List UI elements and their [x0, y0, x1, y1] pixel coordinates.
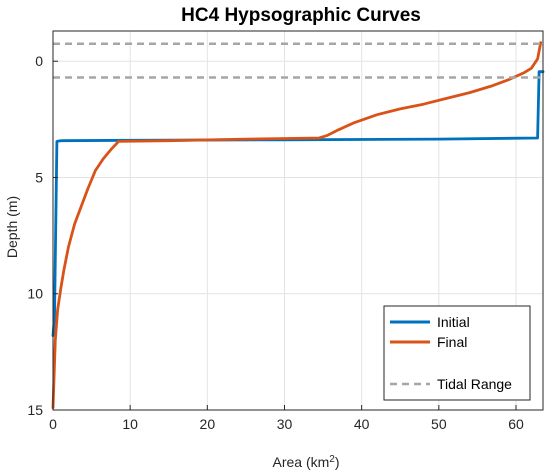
x-tick-label: 20 — [200, 416, 216, 432]
x-tick-label: 30 — [277, 416, 293, 432]
y-tick-label: 10 — [27, 286, 43, 302]
legend: Initial Final Tidal Range — [383, 305, 531, 401]
x-tick-label: 60 — [508, 416, 524, 432]
x-tick-label: 40 — [354, 416, 370, 432]
y-tick-label: 5 — [35, 169, 43, 185]
x-axis-label-suffix: ) — [335, 454, 340, 470]
x-tick-label: 10 — [122, 416, 138, 432]
legend-label-final: Final — [437, 334, 467, 350]
series-initial-line — [51, 70, 545, 338]
axes-box — [52, 30, 544, 411]
x-axis-label-text: Area (km — [272, 454, 329, 470]
chart-title: HC4 Hypsographic Curves — [181, 5, 421, 26]
x-axis-label: Area (km2) — [272, 454, 339, 471]
y-axis-ticks: 0 5 10 15 — [27, 53, 58, 418]
x-axis-label-superscript: 2 — [329, 454, 335, 465]
y-tick-label: 15 — [27, 402, 43, 418]
y-tick-label: 0 — [35, 53, 43, 69]
x-axis-ticks: 0 10 20 30 40 50 60 — [49, 405, 524, 432]
x-tick-label: 50 — [431, 416, 447, 432]
legend-label-tidal-range: Tidal Range — [437, 376, 512, 392]
series-final-line — [51, 41, 543, 410]
plot-area — [51, 41, 545, 410]
y-axis-label: Depth (m) — [4, 196, 20, 258]
x-tick-label: 0 — [49, 416, 57, 432]
legend-label-initial: Initial — [437, 314, 470, 330]
